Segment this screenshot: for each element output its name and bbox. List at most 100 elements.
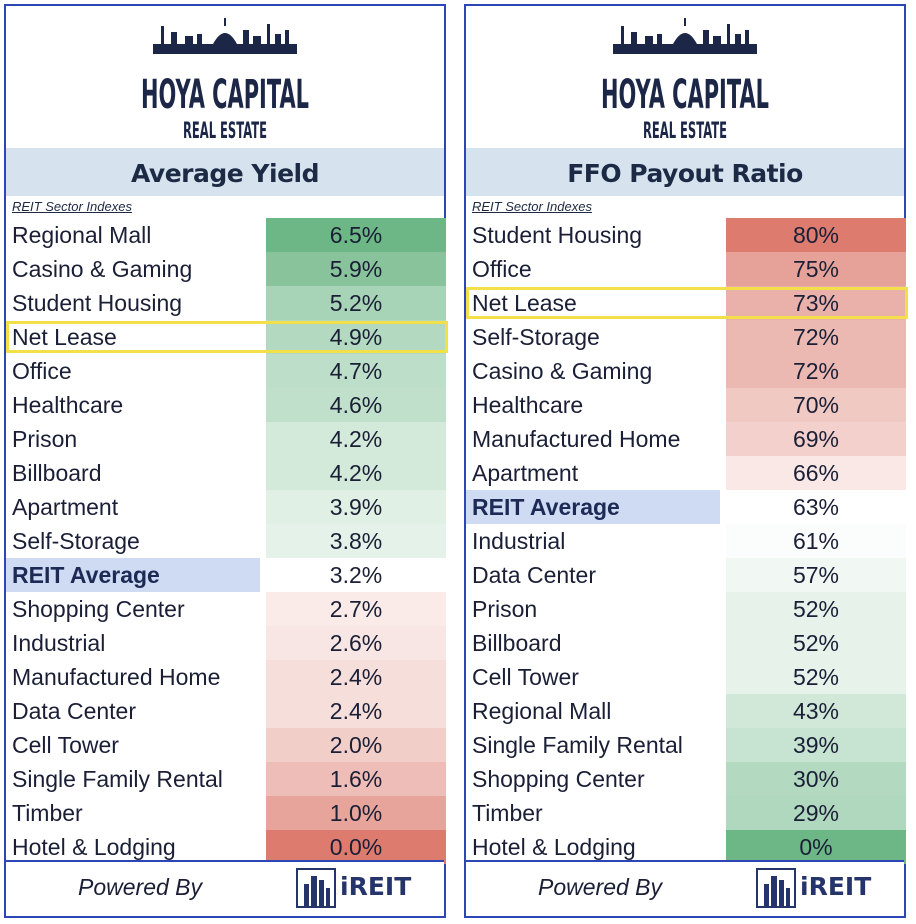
row-value: 6.5% <box>266 218 446 252</box>
row-label: Shopping Center <box>12 596 185 622</box>
table-subtitle: REIT Sector Indexes <box>472 199 592 214</box>
row-label: REIT Average <box>6 558 260 592</box>
row-label: Single Family Rental <box>12 766 223 792</box>
row-value: 29% <box>726 796 906 830</box>
table-row: Cell Tower 2.0% <box>6 728 446 762</box>
table-row: Student Housing 80% <box>466 218 906 252</box>
table-row: Self-Storage 72% <box>466 320 906 354</box>
table-row: Billboard 4.2% <box>6 456 446 490</box>
row-value: 4.6% <box>266 388 446 422</box>
row-value: 52% <box>726 626 906 660</box>
row-value: 69% <box>726 422 906 456</box>
table-row: Shopping Center 30% <box>466 762 906 796</box>
panel-average-yield: HOYA CAPITAL REAL ESTATE Average Yield R… <box>4 4 448 918</box>
table-row: Timber 29% <box>466 796 906 830</box>
row-label: Shopping Center <box>472 766 645 792</box>
powered-by-text: Powered By <box>78 874 203 900</box>
row-label: Manufactured Home <box>12 664 221 690</box>
row-value: 4.9% <box>266 320 446 354</box>
row-value: 63% <box>726 490 906 524</box>
table-row: Regional Mall 6.5% <box>6 218 446 252</box>
table-row: Hotel & Lodging 0% <box>466 830 906 864</box>
row-label: Office <box>12 358 72 384</box>
row-value: 5.9% <box>266 252 446 286</box>
ireit-logo: iREIT <box>296 868 411 908</box>
table-row: Office 4.7% <box>6 354 446 388</box>
row-label: Net Lease <box>12 324 117 350</box>
row-value: 73% <box>726 286 906 320</box>
table-row: Net Lease 73% <box>466 286 906 320</box>
table-title: Average Yield <box>6 148 444 196</box>
table-row: Hotel & Lodging 0.0% <box>6 830 446 864</box>
row-label: Regional Mall <box>12 222 152 248</box>
row-label: Single Family Rental <box>472 732 683 758</box>
table-row: Single Family Rental 39% <box>466 728 906 762</box>
row-value: 4.2% <box>266 456 446 490</box>
table-row: Data Center 57% <box>466 558 906 592</box>
ireit-logo: iREIT <box>756 868 871 908</box>
table-rows: Regional Mall 6.5% Casino & Gaming 5.9% Stud… <box>6 218 448 864</box>
ireit-brand: iREIT <box>340 872 412 901</box>
table-row: Student Housing 5.2% <box>6 286 446 320</box>
table-row: Billboard 52% <box>466 626 906 660</box>
row-label: Industrial <box>12 630 106 656</box>
row-label: Self-Storage <box>12 528 140 554</box>
row-value: 3.2% <box>266 558 446 592</box>
row-label: Timber <box>472 800 543 826</box>
table-row: Cell Tower 52% <box>466 660 906 694</box>
table-row: Healthcare 70% <box>466 388 906 422</box>
footer: Powered By iREIT <box>466 860 904 916</box>
row-value: 4.7% <box>266 354 446 388</box>
row-value: 66% <box>726 456 906 490</box>
row-label: Prison <box>12 426 78 452</box>
row-value: 2.4% <box>266 694 446 728</box>
row-value: 75% <box>726 252 906 286</box>
table-row: Casino & Gaming 5.9% <box>6 252 446 286</box>
row-label: Student Housing <box>472 222 643 248</box>
row-value: 4.2% <box>266 422 446 456</box>
row-label: Healthcare <box>12 392 124 418</box>
table-row: Single Family Rental 1.6% <box>6 762 446 796</box>
table-rows: Student Housing 80% Office 75% Net Lease 73% S… <box>466 218 908 864</box>
table-row: Prison 4.2% <box>6 422 446 456</box>
row-label: Self-Storage <box>472 324 600 350</box>
row-value: 2.7% <box>266 592 446 626</box>
row-label: Regional Mall <box>472 698 612 724</box>
row-value: 1.0% <box>266 796 446 830</box>
powered-by-text: Powered By <box>538 874 663 900</box>
row-label: Manufactured Home <box>472 426 681 452</box>
logo-line1: HOYA CAPITAL <box>601 72 769 118</box>
logo-line1: HOYA CAPITAL <box>141 72 309 118</box>
row-value: 80% <box>726 218 906 252</box>
row-label: Office <box>472 256 532 282</box>
table-row: Regional Mall 43% <box>466 694 906 728</box>
table-row: REIT Average 3.2% <box>6 558 446 592</box>
table-row: REIT Average 63% <box>466 490 906 524</box>
row-label: Student Housing <box>12 290 183 316</box>
row-value: 0.0% <box>266 830 446 864</box>
table-row: Timber 1.0% <box>6 796 446 830</box>
row-value: 3.8% <box>266 524 446 558</box>
table-row: Industrial 61% <box>466 524 906 558</box>
table-row: Shopping Center 2.7% <box>6 592 446 626</box>
row-value: 30% <box>726 762 906 796</box>
table-row: Healthcare 4.6% <box>6 388 446 422</box>
row-label: REIT Average <box>466 490 720 524</box>
row-label: Data Center <box>12 698 137 724</box>
row-value: 2.4% <box>266 660 446 694</box>
table-row: Apartment 3.9% <box>6 490 446 524</box>
row-label: Net Lease <box>472 290 577 316</box>
row-value: 61% <box>726 524 906 558</box>
table-row: Net Lease 4.9% <box>6 320 446 354</box>
hoya-capital-logo: HOYA CAPITAL REAL ESTATE <box>466 6 904 148</box>
table-row: Manufactured Home 69% <box>466 422 906 456</box>
row-value: 52% <box>726 592 906 626</box>
row-label: Apartment <box>12 494 119 520</box>
ireit-brand: iREIT <box>800 872 872 901</box>
row-label: Healthcare <box>472 392 584 418</box>
table-subtitle: REIT Sector Indexes <box>12 199 132 214</box>
row-label: Casino & Gaming <box>12 256 193 282</box>
row-value: 72% <box>726 320 906 354</box>
footer: Powered By iREIT <box>6 860 444 916</box>
table-row: Data Center 2.4% <box>6 694 446 728</box>
